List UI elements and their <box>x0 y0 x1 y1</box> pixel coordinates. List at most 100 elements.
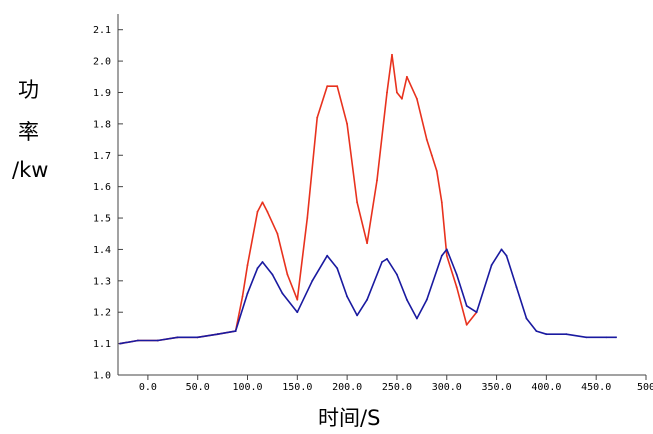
y-axis-ticks: 1.0 1.1 1.2 1.3 1.4 1.5 1.6 1.7 1.8 1.9 2.0 2.1 <box>93 25 123 382</box>
series-2-point <box>465 305 468 307</box>
series-2-point <box>196 336 199 339</box>
x-tick-label: 250.0 <box>382 382 412 393</box>
series-2-point <box>406 298 408 301</box>
series-2-point <box>271 273 274 276</box>
series-1-point <box>261 201 264 204</box>
series-1-point <box>391 53 393 56</box>
series-2-point <box>515 286 518 288</box>
series-2-point <box>500 248 503 251</box>
series-2-point <box>261 261 264 263</box>
series-1-point <box>430 154 433 157</box>
x-tick-label: 150.0 <box>282 382 312 393</box>
y-tick-label: 2.1 <box>93 25 111 36</box>
series-1-point <box>356 201 358 204</box>
series-1-point <box>425 138 428 141</box>
series-2-point <box>346 295 348 298</box>
series-1-point <box>241 295 244 298</box>
series-1-point <box>336 85 339 88</box>
x-tick-label: 200.0 <box>332 382 362 393</box>
series-2-point <box>296 311 299 314</box>
series-1-point <box>296 298 299 301</box>
series-1-point <box>455 286 458 288</box>
series-1-point <box>346 123 348 125</box>
series-2-point <box>475 311 478 314</box>
series-1-point <box>435 170 438 172</box>
series-1-point <box>256 210 259 213</box>
y-tick-label: 1.3 <box>93 276 111 287</box>
series-2-point <box>445 248 448 251</box>
series-1-point <box>266 210 269 213</box>
series-2-point <box>386 258 388 260</box>
x-tick-label: 350.0 <box>482 382 512 393</box>
series-2-point <box>216 333 219 336</box>
y-tick-label: 1.0 <box>93 371 111 382</box>
series-1-point <box>445 254 448 257</box>
chart-axes <box>117 14 646 376</box>
series-2-point <box>440 254 443 257</box>
series-1-point <box>246 264 249 266</box>
series-2-point <box>326 254 329 257</box>
y-tick-label: 2.0 <box>93 57 111 68</box>
series-2-point <box>366 298 368 301</box>
x-tick-label: 100.0 <box>232 382 262 393</box>
series-2-point <box>137 339 139 342</box>
y-tick-label: 1.6 <box>93 182 111 193</box>
y-axis-label-line-3: /kw <box>12 158 49 182</box>
series-line-2 <box>119 248 617 345</box>
series-2-point <box>156 339 159 342</box>
series-1-point <box>386 91 388 94</box>
series-1-point <box>440 201 443 204</box>
y-axis-label-line-2: 率 <box>18 120 39 144</box>
series-2-point <box>311 279 314 282</box>
series-2-point <box>425 298 428 301</box>
x-tick-label: 300.0 <box>432 382 462 393</box>
series-2-point <box>396 273 398 276</box>
series-2-point <box>545 333 548 336</box>
y-tick-label: 1.7 <box>93 151 111 162</box>
x-tick-label: 400.0 <box>531 382 561 393</box>
x-tick-label: 450.0 <box>581 382 611 393</box>
chart-series <box>119 53 617 345</box>
y-tick-label: 1.8 <box>93 119 111 130</box>
series-2-point <box>281 292 284 295</box>
series-2-point <box>490 264 493 266</box>
series-1-point <box>316 116 319 119</box>
series-1-point <box>406 75 408 78</box>
x-axis-ticks: 0.0 50.0 100.0 150.0 200.0 250.0 300.0 350.0 400… <box>139 375 653 393</box>
y-tick-label: 1.1 <box>93 339 111 350</box>
series-2-point <box>505 254 508 257</box>
series-1-point <box>326 85 329 88</box>
series-1-point <box>306 217 309 219</box>
y-tick-label: 1.4 <box>93 245 111 256</box>
series-1-point <box>376 179 378 182</box>
series-1-point <box>396 91 398 94</box>
series-2-point <box>615 336 617 339</box>
series-2-point <box>416 317 418 320</box>
series-2-point <box>256 267 259 270</box>
series-2-point <box>605 336 608 339</box>
y-tick-label: 1.2 <box>93 308 111 319</box>
series-1-point <box>465 323 468 326</box>
series-1-point <box>401 97 403 100</box>
series-2-point <box>525 317 528 320</box>
series-2-point <box>336 267 339 270</box>
x-tick-label: 500 <box>637 382 653 393</box>
series-2-point <box>356 314 358 317</box>
series-1-point <box>416 97 418 100</box>
series-2-point <box>246 292 249 295</box>
x-tick-label: 50.0 <box>186 382 210 393</box>
series-1-point <box>366 242 368 245</box>
series-2-point <box>585 336 588 339</box>
series-2-point <box>381 261 383 263</box>
series-2-point <box>455 273 458 276</box>
series-2-point <box>234 330 237 332</box>
series-line-1 <box>119 54 478 345</box>
y-tick-label: 1.5 <box>93 214 111 225</box>
x-tick-label: 0.0 <box>139 382 157 393</box>
series-2-point <box>565 333 568 336</box>
series-1-point <box>286 273 289 276</box>
series-2-point <box>176 336 179 339</box>
series-2-point <box>535 330 538 332</box>
y-axis-label-line-1: 功 <box>18 78 39 102</box>
